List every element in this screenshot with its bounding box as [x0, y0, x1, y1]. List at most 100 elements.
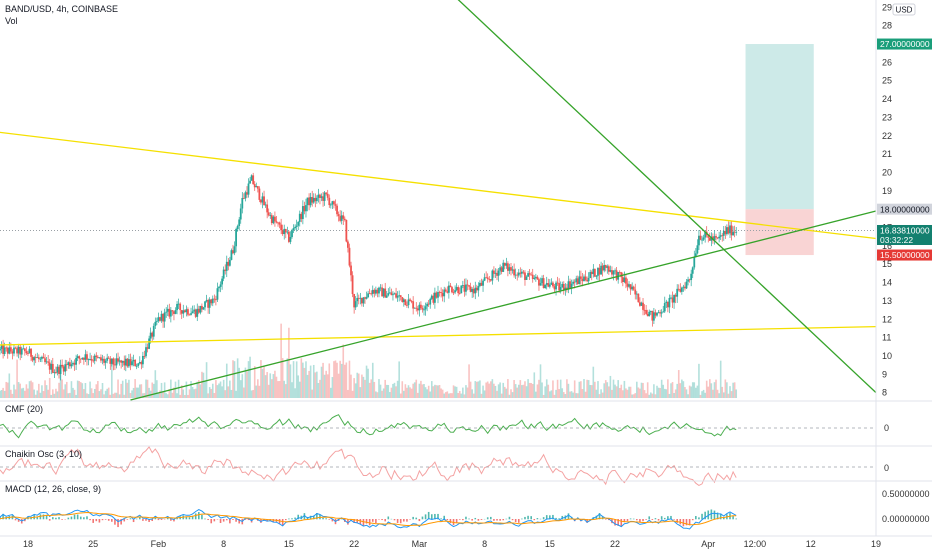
macd-histogram-bar	[185, 516, 188, 520]
volume-bar	[393, 382, 396, 398]
volume-bar	[726, 382, 728, 398]
volume-bar	[671, 382, 674, 398]
chaikin-pane[interactable]	[0, 446, 876, 486]
macd-histogram-bar	[340, 518, 343, 520]
cmf-pane[interactable]	[0, 414, 876, 439]
candle-body	[423, 309, 425, 311]
volume-bar	[340, 363, 343, 398]
volume-bar	[162, 391, 164, 398]
volume-bar	[34, 394, 37, 398]
candle-body	[722, 230, 725, 236]
candle-body	[89, 359, 91, 360]
candle-body	[227, 261, 230, 266]
volume-bar	[84, 383, 87, 398]
candle-body	[109, 358, 112, 364]
volume-bar	[677, 370, 680, 398]
volume-bar	[263, 365, 265, 398]
volume-bar	[58, 382, 60, 398]
candle-body	[385, 295, 388, 298]
volume-bar	[25, 384, 28, 398]
time-tick: 12:00	[744, 539, 767, 549]
volume-bar	[140, 384, 143, 398]
candle-body	[730, 225, 733, 236]
candle-body	[374, 289, 377, 294]
volume-bar	[376, 392, 379, 398]
currency-button[interactable]	[892, 3, 916, 16]
candle-body	[362, 297, 365, 304]
candle-body	[47, 361, 50, 363]
volume-bar	[407, 385, 410, 398]
volume-bar	[70, 381, 73, 398]
macd-histogram-bar	[381, 519, 383, 521]
candle-body	[395, 293, 397, 298]
volume-bar	[502, 382, 505, 398]
candle-body	[474, 287, 477, 294]
macd-histogram-bar	[403, 519, 405, 522]
candle-body	[429, 298, 432, 305]
trendline-green	[130, 210, 877, 401]
candle-body	[340, 215, 343, 221]
volume-bar	[371, 362, 374, 398]
candle-body	[420, 304, 422, 309]
candle-body	[483, 277, 486, 281]
volume-bar	[309, 365, 312, 398]
volume-bar	[114, 392, 116, 398]
volume-bar	[106, 388, 108, 398]
volume-bar	[673, 393, 675, 398]
volume-bar	[148, 387, 150, 398]
volume-bar	[184, 394, 186, 398]
volume-bar	[241, 374, 244, 398]
volume-bar	[375, 391, 377, 398]
candle-body	[269, 215, 272, 216]
candle-body	[205, 300, 208, 302]
volume-bar	[244, 367, 247, 398]
volume-bar	[125, 379, 127, 398]
candle-body	[241, 197, 244, 209]
time-tick: Mar	[412, 539, 428, 549]
candle-body	[401, 297, 404, 302]
stop-loss-label: 15.50000000	[880, 250, 930, 260]
price-pane[interactable]	[0, 0, 877, 401]
candle-body	[23, 348, 26, 352]
candle-body	[520, 271, 523, 274]
candle-body	[460, 285, 463, 294]
candle-body	[506, 263, 509, 271]
macd-histogram-bar	[312, 515, 315, 520]
macd-histogram-bar	[359, 519, 362, 525]
candle-body	[488, 278, 491, 280]
macd-pane[interactable]	[0, 509, 738, 530]
macd-histogram-bar	[462, 519, 464, 521]
volume-bar	[735, 389, 738, 398]
volume-bar	[603, 383, 605, 398]
volume-bar	[530, 382, 532, 398]
macd-histogram-bar	[434, 513, 436, 520]
candle-body	[482, 280, 484, 286]
cmf-label: CMF (20)	[5, 404, 43, 414]
volume-bar	[300, 358, 303, 398]
volume-bar	[730, 391, 733, 398]
macd-histogram-bar	[362, 519, 365, 526]
volume-bar	[199, 384, 202, 398]
macd-histogram-bar	[679, 519, 682, 525]
candle-body	[465, 284, 467, 292]
macd-histogram-bar	[36, 516, 39, 520]
candle-body	[552, 282, 554, 287]
volume-bar	[471, 389, 473, 398]
volume-bar	[166, 394, 169, 398]
candle-body	[472, 288, 475, 294]
macd-histogram-bar	[695, 516, 697, 520]
volume-bar	[618, 387, 621, 398]
macd-histogram-bar	[409, 519, 411, 520]
candle-body	[614, 270, 616, 272]
volume-bar	[86, 393, 88, 398]
candle-body	[219, 284, 222, 287]
volume-bar	[423, 384, 425, 398]
macd-histogram-bar	[636, 519, 638, 521]
candle-body	[39, 358, 42, 360]
candle-body	[275, 221, 278, 223]
volume-bar	[542, 394, 545, 398]
candle-body	[457, 287, 460, 294]
volume-bar	[322, 362, 324, 398]
volume-bar	[522, 384, 525, 398]
